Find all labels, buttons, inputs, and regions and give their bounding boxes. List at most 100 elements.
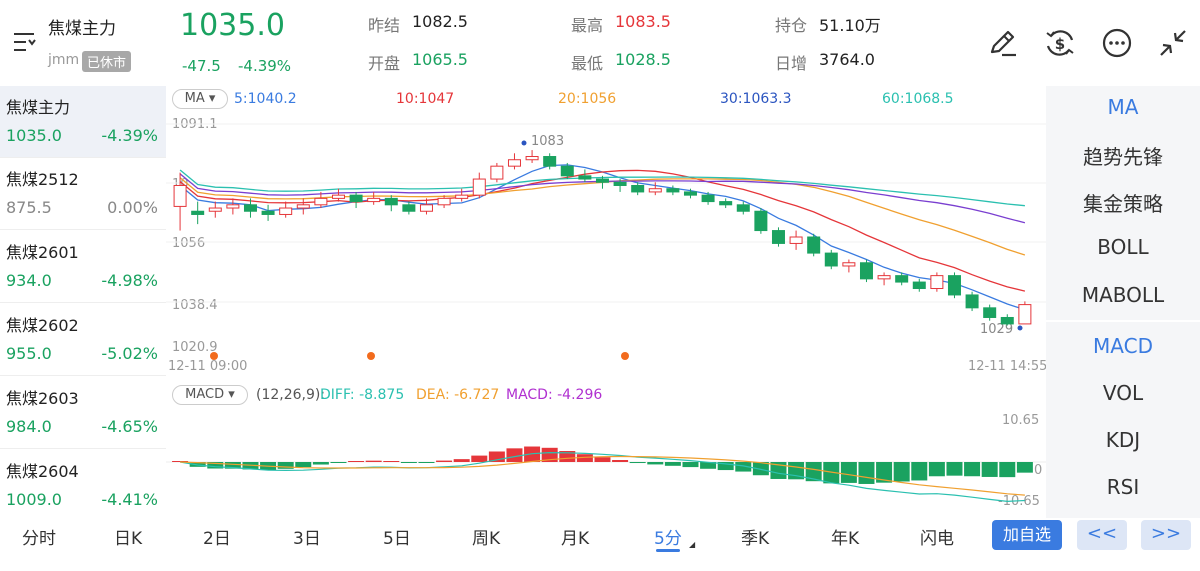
candle: [208, 207, 222, 212]
tab-weekly-k[interactable]: 周K: [472, 529, 501, 549]
market-status-badge: 已休市: [82, 51, 132, 72]
candle: [807, 236, 821, 254]
macd-selector[interactable]: MACD ▾: [172, 385, 248, 405]
candle: [701, 194, 715, 203]
candle: [983, 307, 997, 318]
macd-bar: [647, 462, 664, 465]
candle: [736, 204, 750, 212]
watchlist-price: 984.0: [6, 417, 52, 436]
macd-axis-bottom: -10.65: [998, 494, 1040, 509]
indicator-vol[interactable]: VOL: [1102, 381, 1144, 405]
candle: [754, 210, 768, 232]
candle: [384, 197, 398, 206]
macd-bar: [471, 455, 488, 462]
ma-selector-label: MA: [184, 91, 205, 106]
indicator-rsi[interactable]: RSI: [1106, 475, 1140, 499]
macd-bar: [224, 462, 241, 469]
stat-value-open: 1065.5: [412, 50, 468, 69]
candle: [947, 275, 961, 296]
stat-value-high: 1083.5: [615, 12, 671, 31]
macd-bar: [664, 462, 681, 466]
candle: [648, 188, 662, 193]
stat-value-daily-increase: 3764.0: [819, 50, 875, 69]
macd-bar: [928, 462, 945, 477]
candle: [419, 204, 433, 212]
candle: [226, 204, 240, 209]
indicator-ma[interactable]: MA: [1107, 95, 1139, 119]
more-icon[interactable]: [1100, 26, 1134, 60]
tab-quarterly-k[interactable]: 季K: [741, 529, 770, 549]
macd-bar: [682, 462, 699, 468]
tab-2-day[interactable]: 2日: [203, 529, 231, 549]
tab-dropdown-icon[interactable]: ◢: [689, 540, 696, 549]
tab-lightning[interactable]: 闪电: [920, 529, 954, 549]
ma10-label: 10:1047: [396, 91, 455, 107]
watchlist-pct: -5.02%: [101, 344, 158, 363]
indicator-jijin-strategy[interactable]: 集金策略: [1083, 192, 1163, 216]
watchlist: 焦煤主力 1035.0 -4.39% 焦煤2512 875.5 0.00% 焦煤…: [0, 86, 166, 518]
macd-bar: [964, 462, 981, 477]
candle: [331, 194, 345, 199]
diff-line: [179, 451, 1025, 503]
macd-dea: DEA: -6.727: [416, 387, 500, 403]
watchlist-pct: -4.65%: [101, 417, 158, 436]
ma-selector[interactable]: MA ▾: [172, 89, 228, 109]
watchlist-item[interactable]: 焦煤2602 955.0 -5.02%: [0, 304, 166, 376]
tab-5-min[interactable]: 5分: [654, 529, 682, 549]
watchlist-name: 焦煤2512: [6, 170, 79, 189]
candle: [261, 210, 275, 215]
add-watchlist-button[interactable]: 加自选: [992, 520, 1062, 550]
watchlist-name: 焦煤2601: [6, 243, 79, 262]
watchlist-name: 焦煤2602: [6, 316, 79, 335]
low-mark-label: 1029: [980, 322, 1014, 337]
macd-bar: [172, 461, 189, 462]
indicator-panel: [1046, 86, 1200, 518]
indicator-kdj[interactable]: KDJ: [1105, 428, 1141, 452]
ma20-line: [179, 177, 1026, 256]
macd-bar: [1016, 462, 1033, 473]
watchlist-item[interactable]: 焦煤2603 984.0 -4.65%: [0, 377, 166, 449]
dollar-cycle-icon[interactable]: $: [1043, 26, 1077, 60]
stat-value-low: 1028.5: [615, 50, 671, 69]
price-axis-label: 1020.9: [172, 340, 218, 355]
tab-monthly-k[interactable]: 月K: [561, 529, 590, 549]
kline-chart[interactable]: [166, 110, 1046, 376]
macd-bar: [295, 462, 312, 468]
candle: [613, 181, 627, 186]
indicator-macd[interactable]: MACD: [1093, 334, 1153, 358]
macd-bar: [488, 451, 505, 462]
candle: [314, 197, 328, 206]
watchlist-item[interactable]: 焦煤2604 1009.0 -4.41%: [0, 450, 166, 522]
indicator-boll[interactable]: BOLL: [1097, 235, 1149, 259]
contract-name: 焦煤主力: [48, 19, 116, 39]
watchlist-item[interactable]: 焦煤2601 934.0 -4.98%: [0, 231, 166, 303]
tab-yearly-k[interactable]: 年K: [831, 529, 860, 549]
candle: [543, 156, 557, 167]
candle: [789, 236, 803, 244]
indicator-trend-pioneer[interactable]: 趋势先锋: [1083, 145, 1163, 169]
menu-icon[interactable]: [12, 30, 38, 54]
macd-chart[interactable]: [166, 408, 1046, 516]
next-button[interactable]: >>: [1141, 520, 1191, 550]
macd-bar: [207, 462, 224, 469]
macd-bar: [400, 462, 417, 463]
candle: [771, 230, 785, 244]
prev-button[interactable]: <<: [1077, 520, 1127, 550]
stat-value-open-interest: 51.10万: [819, 16, 881, 35]
stat-label-open: 开盘: [368, 54, 401, 73]
candle: [560, 165, 574, 177]
tab-3-day[interactable]: 3日: [293, 529, 321, 549]
draw-icon[interactable]: [986, 26, 1020, 60]
indicator-maboll[interactable]: MABOLL: [1081, 283, 1165, 307]
event-marker: [367, 352, 375, 360]
tab-intraday[interactable]: 分时: [22, 529, 56, 549]
candle: [965, 294, 979, 309]
macd-bar: [735, 462, 752, 472]
macd-bar: [418, 462, 435, 463]
collapse-icon[interactable]: [1156, 26, 1190, 60]
watchlist-item[interactable]: 焦煤主力 1035.0 -4.39%: [0, 86, 166, 158]
tab-daily-k[interactable]: 日K: [114, 529, 143, 549]
watchlist-price: 1009.0: [6, 490, 62, 509]
watchlist-item[interactable]: 焦煤2512 875.5 0.00%: [0, 158, 166, 230]
tab-5-day[interactable]: 5日: [383, 529, 411, 549]
